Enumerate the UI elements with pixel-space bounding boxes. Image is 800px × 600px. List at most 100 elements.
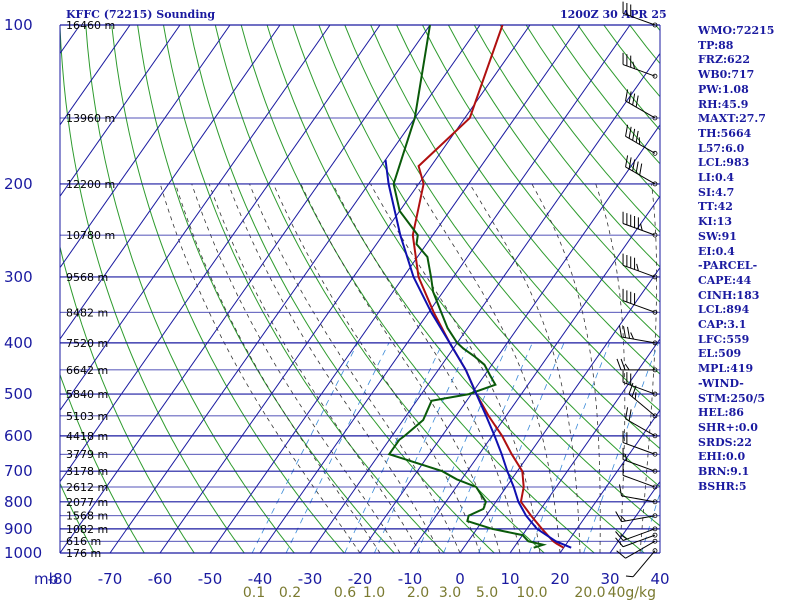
pressure-tick-label: 600 (4, 427, 33, 445)
barb-staff (622, 474, 656, 488)
stat-line: CAP:3.1 (698, 318, 747, 332)
wind-barb (615, 511, 658, 523)
wind-barb (622, 447, 658, 474)
temperature-tick-label: -80 (48, 570, 73, 588)
barb-station (652, 526, 658, 532)
temperature-trace (411, 25, 565, 549)
stat-line: TH:5664 (698, 126, 752, 140)
isotherm-line (459, 266, 660, 553)
moist-adiabat-line (175, 183, 381, 553)
mixing-ratio-line (443, 342, 533, 553)
barb-staff (621, 495, 656, 503)
mixing-ratio-label: 20.0 (574, 585, 605, 600)
height-label: 616 m (66, 535, 101, 548)
mixing-ratio-label: 40g/kg (608, 585, 656, 600)
stat-line: STM:250/5 (698, 391, 765, 405)
moist-adiabat-line (300, 183, 501, 553)
barb-staff (622, 528, 656, 541)
stat-line: CINH:183 (698, 288, 760, 302)
barb-station (652, 115, 658, 121)
height-label: 3178 m (66, 465, 108, 478)
wind-barb (625, 89, 658, 121)
barb-feather (634, 392, 637, 400)
wind-barb (622, 430, 658, 457)
stat-line: SW:91 (698, 229, 737, 243)
barb-station (652, 391, 658, 397)
barb-feather (632, 159, 636, 172)
height-label: 1082 m (66, 523, 108, 536)
isotherm-line (60, 25, 431, 553)
wind-barb (625, 155, 658, 187)
barb-staff (622, 381, 656, 395)
stat-line: -PARCEL- (698, 259, 758, 273)
isobars (59, 24, 661, 554)
barb-feather (627, 326, 631, 339)
moist-adiabats (159, 183, 660, 553)
stat-line: -WIND- (698, 376, 744, 390)
dewpoint-trace (387, 25, 548, 549)
mixing-ratio-line (528, 342, 610, 553)
barb-feather (623, 326, 627, 338)
temperature-tick-label: 20 (550, 570, 569, 588)
wind-barb (622, 288, 658, 315)
barb-station (652, 73, 658, 79)
barb-staff (622, 459, 656, 472)
barb-staff (622, 534, 656, 548)
pressure-tick-label: 1000 (4, 544, 42, 562)
wind-barbs (615, 1, 658, 578)
stat-line: BSHR:5 (698, 479, 747, 493)
height-label: 16460 m (66, 19, 115, 32)
wind-barb (615, 532, 658, 548)
isotherm-line (409, 195, 660, 553)
height-label: 2077 m (66, 496, 108, 509)
barb-staff (632, 550, 656, 578)
barb-staff (622, 264, 656, 278)
isotherm-line (309, 52, 660, 553)
pressure-tick-label: 800 (4, 493, 33, 511)
temperature-tick-label: -30 (298, 570, 323, 588)
barb-feather (632, 128, 636, 141)
height-label: 2612 m (66, 481, 108, 494)
barb-staff (625, 135, 656, 154)
stat-line: HEL:86 (698, 406, 744, 420)
height-label: 10780 m (66, 229, 115, 242)
wind-barb (625, 407, 658, 439)
barb-station (652, 340, 658, 346)
barb-feather (632, 61, 636, 69)
stat-line: SI:4.7 (698, 185, 735, 199)
barb-feather (630, 332, 635, 340)
wind-barb (616, 358, 658, 373)
isotherm-line (209, 25, 581, 553)
isotherm-line (60, 25, 231, 269)
barb-feather (624, 453, 628, 462)
moist-adiabat-line (208, 183, 421, 553)
barb-station (652, 532, 658, 538)
height-label: 8482 m (66, 306, 108, 319)
barb-station (652, 150, 658, 156)
moist-adiabat-line (249, 183, 461, 553)
wind-barb (616, 538, 658, 559)
wind-barb (622, 253, 658, 280)
isotherms (60, 25, 660, 553)
pressure-tick-label: 100 (4, 16, 33, 34)
moist-adiabat-line (191, 183, 401, 553)
sounding-indices: WMO:72215 TP:88 FRZ:622 WB0:717 PW:1.08 RH:45… (698, 24, 774, 495)
barb-feather (632, 93, 636, 106)
barb-staff (622, 223, 656, 236)
isotherm-line (159, 25, 531, 553)
dry-adiabat-line (60, 244, 195, 553)
moist-adiabat-line (595, 183, 626, 553)
temperature-tick-label: 30 (600, 570, 619, 588)
barb-feather (628, 126, 632, 139)
barb-station (652, 181, 658, 187)
barb-feather (615, 531, 624, 541)
height-label: 13960 m (66, 112, 115, 125)
wind-barb (618, 325, 658, 346)
barb-station (652, 413, 658, 419)
height-label: 12200 m (66, 178, 115, 191)
barb-feather (625, 407, 629, 419)
barb-staff (625, 540, 656, 559)
pressure-tick-label: 500 (4, 385, 33, 403)
barb-feather (615, 537, 624, 548)
